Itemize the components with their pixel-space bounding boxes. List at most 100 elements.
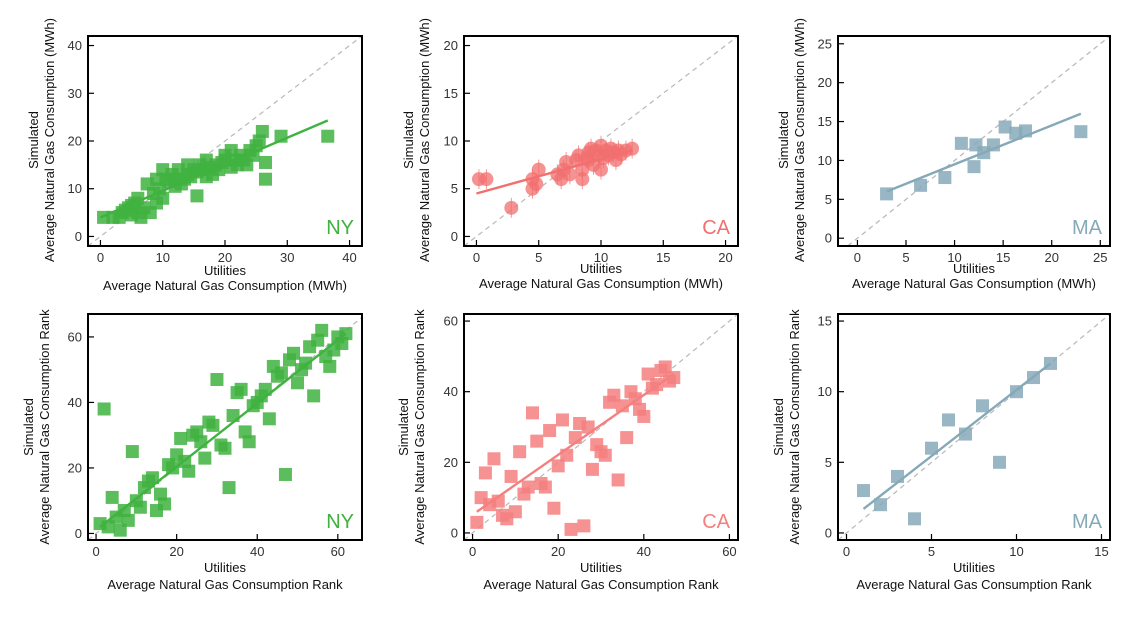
data-point <box>577 519 591 533</box>
data-point <box>262 412 276 426</box>
x-tick-label: 20 <box>1044 250 1058 265</box>
data-point <box>538 480 552 494</box>
y-tick-label: 10 <box>68 181 82 196</box>
y-axis-label: Simulated <box>396 398 411 456</box>
data-point <box>487 452 501 466</box>
x-tick-label: 15 <box>1094 544 1108 559</box>
data-point <box>125 445 139 459</box>
x-axis-sublabel: Average Natural Gas Consumption Rank <box>483 577 719 592</box>
data-point <box>258 155 272 169</box>
points <box>880 120 1088 201</box>
x-tick-label: 5 <box>535 250 542 265</box>
data-point <box>562 167 577 182</box>
x-tick-label: 0 <box>843 544 850 559</box>
x-axis-label: Utilities <box>953 261 995 276</box>
diagonal-reference-line <box>464 314 738 540</box>
data-point <box>470 515 484 529</box>
data-point <box>530 434 544 448</box>
y-tick-label: 20 <box>818 75 832 90</box>
data-point <box>274 366 288 380</box>
x-tick-label: 5 <box>928 544 935 559</box>
y-axis-sublabel: Average Natural Gas Consumption Rank <box>787 309 802 545</box>
data-point <box>478 466 492 480</box>
x-axis-label: Utilities <box>580 261 622 276</box>
y-axis-sublabel: Average Natural Gas Consumption Rank <box>37 309 52 545</box>
data-point <box>555 413 569 427</box>
data-point <box>258 382 272 396</box>
data-point <box>198 451 212 465</box>
data-point <box>954 136 968 150</box>
data-point <box>1074 125 1088 139</box>
y-tick-label: 40 <box>68 38 82 53</box>
y-tick-label: 5 <box>825 192 832 207</box>
y-tick-label: 5 <box>825 455 832 470</box>
y-tick-label: 10 <box>818 153 832 168</box>
data-point <box>531 162 546 177</box>
y-tick-label: 60 <box>444 314 458 329</box>
data-point <box>607 388 621 402</box>
data-point <box>942 413 955 427</box>
fit-line <box>862 362 1052 510</box>
x-tick-label: 0 <box>92 544 99 559</box>
data-point <box>121 513 135 527</box>
y-tick-label: 0 <box>825 525 832 540</box>
y-tick-label: 5 <box>451 181 458 196</box>
data-point <box>174 431 188 445</box>
data-point <box>97 402 111 416</box>
data-point <box>255 124 269 138</box>
y-tick-label: 15 <box>818 114 832 129</box>
data-point <box>508 505 522 519</box>
data-point <box>206 418 220 432</box>
x-tick-label: 60 <box>722 544 736 559</box>
x-tick-label: 40 <box>342 250 356 265</box>
y-tick-label: 20 <box>68 134 82 149</box>
y-tick-label: 25 <box>818 36 832 51</box>
fit-line <box>886 112 1082 193</box>
y-tick-label: 40 <box>444 384 458 399</box>
panel-ma-rank: 0 5 10 15 0 5 10 15 Utilities Average Natural Gas… <box>771 309 1111 592</box>
panel-ny-rank: 0 20 40 60 0 20 40 60 Utilities Average Natural G… <box>21 309 363 592</box>
y-tick-label: 10 <box>818 384 832 399</box>
data-point <box>133 500 147 514</box>
y-axis-sublabel: Average Natural Gas Consumption Rank <box>412 309 427 545</box>
y-tick-label: 15 <box>818 314 832 329</box>
data-point <box>620 431 634 445</box>
data-point <box>914 178 928 192</box>
x-tick-label: 10 <box>594 250 608 265</box>
x-tick-label: 0 <box>473 250 480 265</box>
data-point <box>504 200 519 215</box>
fit-line <box>476 149 633 195</box>
data-point <box>521 480 535 494</box>
y-axis-sublabel: Average Natural Gas Consumption (MWh) <box>42 18 57 262</box>
data-point <box>190 189 204 203</box>
x-tick-label: 40 <box>250 544 264 559</box>
y-tick-label: 0 <box>451 525 458 540</box>
x-tick-label: 10 <box>947 250 961 265</box>
y-tick-label: 20 <box>444 38 458 53</box>
data-point <box>543 424 557 438</box>
diagonal-reference-line <box>847 36 1110 246</box>
data-point <box>145 471 159 485</box>
data-point <box>105 490 119 504</box>
points <box>97 124 335 224</box>
data-point <box>222 481 236 495</box>
data-point <box>315 323 329 337</box>
y-axis-sublabel: Average Natural Gas Consumption (MWh) <box>417 18 432 262</box>
data-point <box>479 172 494 187</box>
data-point <box>625 141 640 156</box>
state-label: NY <box>326 511 354 533</box>
x-axis-sublabel: Average Natural Gas Consumption Rank <box>107 577 343 592</box>
data-point <box>938 171 952 185</box>
data-point <box>287 346 300 360</box>
y-tick-label: 20 <box>68 460 82 475</box>
data-point <box>513 445 527 459</box>
state-label: MA <box>1072 511 1103 533</box>
x-tick-label: 10 <box>155 250 169 265</box>
panel-ca-rank: 0 20 40 60 0 20 40 60 Utilities Average Natural G… <box>396 309 739 592</box>
data-point <box>551 459 565 473</box>
state-label: NY <box>326 217 354 239</box>
x-tick-label: 10 <box>1009 544 1023 559</box>
